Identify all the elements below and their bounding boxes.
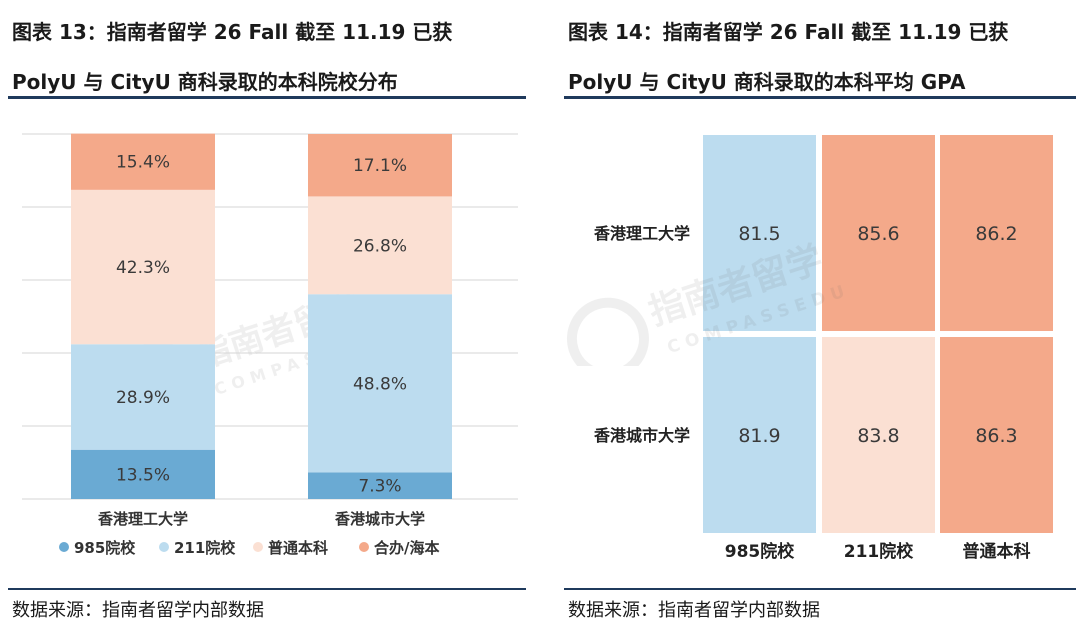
cell-value-label: 85.6 (857, 223, 899, 245)
row-label: 香港城市大学 (593, 426, 690, 445)
data-label: 28.9% (116, 388, 170, 408)
column-label: 985院校 (725, 541, 795, 562)
bar-segment (308, 134, 452, 197)
legend-label: 普通本科 (268, 539, 328, 557)
bar-segment (71, 189, 215, 345)
title-divider (564, 96, 1076, 99)
data-label: 26.8% (353, 236, 407, 256)
legend-label: 合办/海本 (373, 539, 439, 557)
data-label: 13.5% (116, 465, 170, 485)
cell-value-label: 86.3 (975, 425, 1017, 447)
data-label: 17.1% (353, 156, 407, 176)
bar-segment (308, 294, 452, 473)
bar-segment (71, 133, 215, 190)
cell-value-label: 81.9 (738, 425, 780, 447)
category-label: 香港城市大学 (335, 510, 425, 528)
stacked-bar-chart: 13.5% 28.9% 42.3% 15.4% 香港理工大学 7.3% 48.8% 26.8%… (22, 133, 518, 557)
bar-segment (308, 472, 452, 499)
heatmap-cell (940, 337, 1053, 533)
bar-segment (71, 449, 215, 499)
data-label: 48.8% (353, 374, 407, 394)
legend-label: 211院校 (174, 539, 236, 557)
data-source: 数据来源：指南者留学内部数据 (568, 600, 820, 621)
heatmap-cell (822, 135, 935, 331)
column-label: 211院校 (844, 541, 914, 562)
data-label: 42.3% (116, 258, 170, 278)
bar-segment (71, 344, 215, 450)
source-divider (8, 588, 526, 590)
heatmap-cell (703, 135, 816, 331)
row-label: 香港理工大学 (593, 224, 690, 243)
cell-value-label: 86.2 (975, 223, 1017, 245)
legend-swatch (159, 542, 169, 552)
legend-swatch (59, 542, 69, 552)
chart-title-line2: PolyU 与 CityU 商科录取的本科平均 GPA (568, 70, 966, 94)
cell-value-label: 81.5 (738, 223, 780, 245)
panel-left: 图表 13：指南者留学 26 Fall 截至 11.19 已获 PolyU 与 … (0, 0, 530, 635)
data-label: 7.3% (358, 477, 401, 497)
legend-swatch (359, 542, 369, 552)
source-divider (564, 588, 1076, 590)
gpa-heatmap: 81.5 85.6 86.2 香港理工大学 81.9 83.8 86.3 香港城市大学 985院… (593, 135, 1053, 562)
cell-value-label: 83.8 (857, 425, 899, 447)
bar-segment (308, 196, 452, 295)
chart-title-line1: 图表 14：指南者留学 26 Fall 截至 11.19 已获 (568, 20, 1009, 44)
chart-title-line1: 图表 13：指南者留学 26 Fall 截至 11.19 已获 (12, 20, 453, 44)
data-label: 15.4% (116, 153, 170, 173)
panel-right: 图表 14：指南者留学 26 Fall 截至 11.19 已获 PolyU 与 … (556, 0, 1080, 635)
title-divider (8, 96, 526, 99)
chart-title-line2: PolyU 与 CityU 商科录取的本科院校分布 (12, 70, 398, 94)
column-label: 普通本科 (963, 541, 1031, 562)
heatmap-cell (822, 337, 935, 533)
category-label: 香港理工大学 (98, 510, 188, 528)
legend-swatch (253, 542, 263, 552)
legend-label: 985院校 (74, 539, 136, 557)
heatmap-cell (703, 337, 816, 533)
heatmap-cell (940, 135, 1053, 331)
data-source: 数据来源：指南者留学内部数据 (12, 600, 264, 621)
